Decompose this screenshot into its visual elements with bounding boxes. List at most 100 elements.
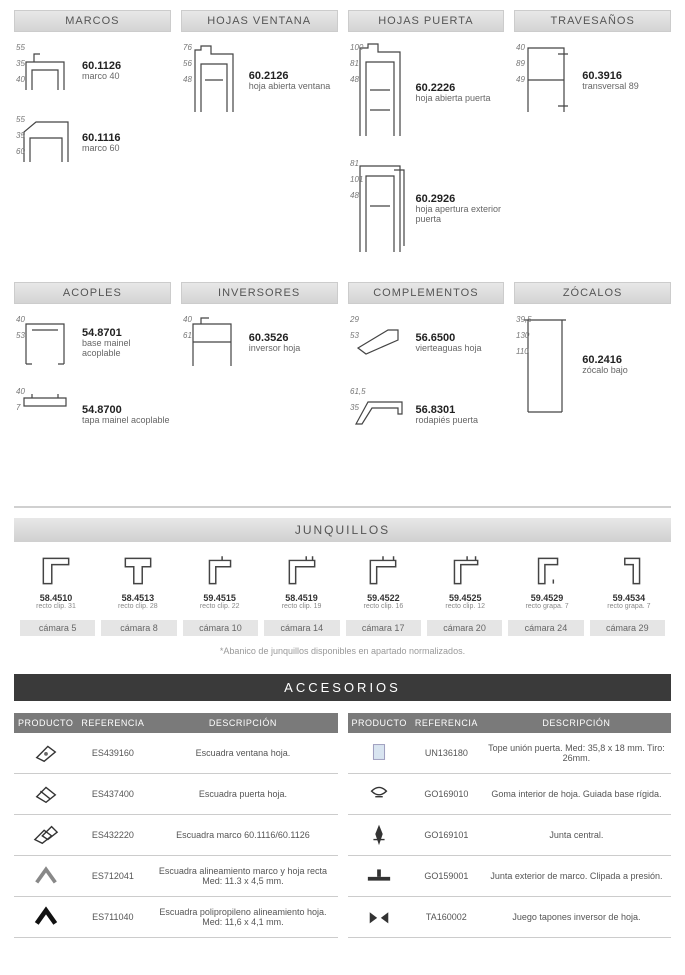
profile-item: 553560 60.1116 marco 60 [14,112,171,174]
junquillo-sub: recto clip. 31 [20,603,92,610]
junquillos-footnote: *Abanico de junquillos disponibles en ap… [14,646,671,656]
acc-desc: Escuadra puerta hoja. [148,774,337,815]
acc-desc: Escuadra polipropileno alineamiento hoja… [148,897,337,938]
svg-text:7: 7 [16,403,21,412]
profile-item: 1008148 60.2226 hoja abierta puerta [348,40,505,146]
chamber-label: cámara 20 [427,620,502,636]
acc-desc: Tope unión puerta. Med: 35,8 x 18 mm. Ti… [482,733,671,774]
junquillo-item: 58.4510 recto clip. 31 [20,552,92,610]
junquillo-code: 58.4513 [102,593,174,603]
profile-desc: marco 40 [82,72,171,82]
acc-icon-cell [348,733,411,774]
svg-text:89: 89 [516,59,525,68]
profile-desc: transversal 89 [582,82,671,92]
profile-drawing: 40 7 [14,384,76,446]
chamber-label: cámara 8 [101,620,176,636]
profile-desc: rodapiés puerta [416,416,505,426]
profile-drawing: 553540 [14,40,76,102]
junquillo-item: 58.4519 recto clip. 19 [266,552,338,610]
svg-text:61,5: 61,5 [350,387,366,396]
section-col: ZÓCALOS 39,5130110 60.2416 zócalo bajo [514,282,671,456]
accesorios-header: ACCESORIOS [14,674,671,701]
svg-text:56: 56 [183,59,192,68]
chamber-label: cámara 17 [346,620,421,636]
section-header: HOJAS VENTANA [181,10,338,32]
profile-drawing: 553560 [14,112,76,174]
table-row: ES437400 Escuadra puerta hoja. [14,774,338,815]
profile-item: 8110148 60.2926 hoja apertura exterior p… [348,156,505,262]
chamber-label: cámara 29 [590,620,665,636]
acc-icon-cell [14,815,77,856]
acc-th: PRODUCTO [14,713,77,733]
section-col: TRAVESAÑOS 408949 60.3916 transversal 89 [514,10,671,272]
accesorios-table-right: PRODUCTOREFERENCIADESCRIPCIÓN UN136180 T… [348,713,672,938]
section-header: ZÓCALOS [514,282,671,304]
junquillo-sub: recto clip. 16 [347,603,419,610]
profile-item: 408949 60.3916 transversal 89 [514,40,671,122]
svg-text:40: 40 [16,387,25,396]
acc-icon-cell [348,815,411,856]
junquillo-item: 59.4529 recto grapa. 7 [511,552,583,610]
profile-drawing: 2953 [348,312,410,374]
section-col: MARCOS 553540 60.1126 marco 40 553560 60… [14,10,171,272]
svg-text:81: 81 [350,59,359,68]
junquillo-item: 59.4525 recto clip. 12 [429,552,501,610]
chamber-label: cámara 14 [264,620,339,636]
svg-text:76: 76 [183,43,192,52]
profile-desc: vierteaguas hoja [416,344,505,354]
junquillo-code: 59.4515 [184,593,256,603]
table-row: GO169101 Junta central. [348,815,672,856]
junquillo-code: 59.4534 [593,593,665,603]
svg-text:55: 55 [16,115,25,124]
table-row: UN136180 Tope unión puerta. Med: 35,8 x … [348,733,672,774]
junquillo-code: 59.4529 [511,593,583,603]
profile-drawing: 4053 [14,312,76,374]
section-col: ACOPLES 4053 54.8701 base mainel acoplab… [14,282,171,456]
section-col: COMPLEMENTOS 2953 56.6500 vierteaguas ho… [348,282,505,456]
junquillo-item: 59.4522 recto clip. 16 [347,552,419,610]
junquillo-sub: recto grapa. 7 [593,603,665,610]
junquillo-code: 59.4522 [347,593,419,603]
profile-item: 765648 60.2126 hoja abierta ventana [181,40,338,122]
acc-ref: TA160002 [411,897,482,938]
acc-th: PRODUCTO [348,713,411,733]
acc-ref: ES437400 [77,774,148,815]
svg-text:40: 40 [183,315,192,324]
svg-text:55: 55 [16,43,25,52]
profile-drawing: 1008148 [348,40,410,146]
section-header: HOJAS PUERTA [348,10,505,32]
table-row: ES712041 Escuadra alineamiento marco y h… [14,856,338,897]
acc-ref: GO159001 [411,856,482,897]
accesorios-table-left: PRODUCTOREFERENCIADESCRIPCIÓN ES439160 E… [14,713,338,938]
svg-text:101: 101 [350,175,363,184]
junquillo-sub: recto clip. 28 [102,603,174,610]
section-header: MARCOS [14,10,171,32]
junquillos-header: JUNQUILLOS [14,518,671,542]
acc-th: DESCRIPCIÓN [482,713,671,733]
acc-ref: ES439160 [77,733,148,774]
acc-desc: Escuadra alineamiento marco y hoja recta… [148,856,337,897]
junquillo-sub: recto clip. 12 [429,603,501,610]
profile-drawing: 4061 [181,312,243,374]
svg-text:35: 35 [16,59,25,68]
profile-desc: hoja abierta puerta [416,94,505,104]
profile-item: 553540 60.1126 marco 40 [14,40,171,102]
acc-desc: Escuadra marco 60.1116/60.1126 [148,815,337,856]
profile-item: 407 54.8700 tapa mainel acoplable [14,384,171,446]
acc-icon-cell [14,733,77,774]
profile-drawing: 408949 [514,40,576,122]
profiles-row-1: MARCOS 553540 60.1126 marco 40 553560 60… [14,10,671,272]
chamber-label: cámara 24 [508,620,583,636]
acc-ref: ES432220 [77,815,148,856]
acc-icon-cell [348,774,411,815]
profile-item: 39,5130110 60.2416 zócalo bajo [514,312,671,418]
junquillo-item: 59.4534 recto grapa. 7 [593,552,665,610]
acc-ref: GO169010 [411,774,482,815]
acc-icon-cell [348,897,411,938]
acc-icon-cell [348,856,411,897]
profile-desc: marco 60 [82,144,171,154]
junquillo-code: 58.4519 [266,593,338,603]
acc-th: REFERENCIA [77,713,148,733]
table-row: ES439160 Escuadra ventana hoja. [14,733,338,774]
junquillos-row: 58.4510 recto clip. 31 58.4513 recto cli… [14,552,671,610]
